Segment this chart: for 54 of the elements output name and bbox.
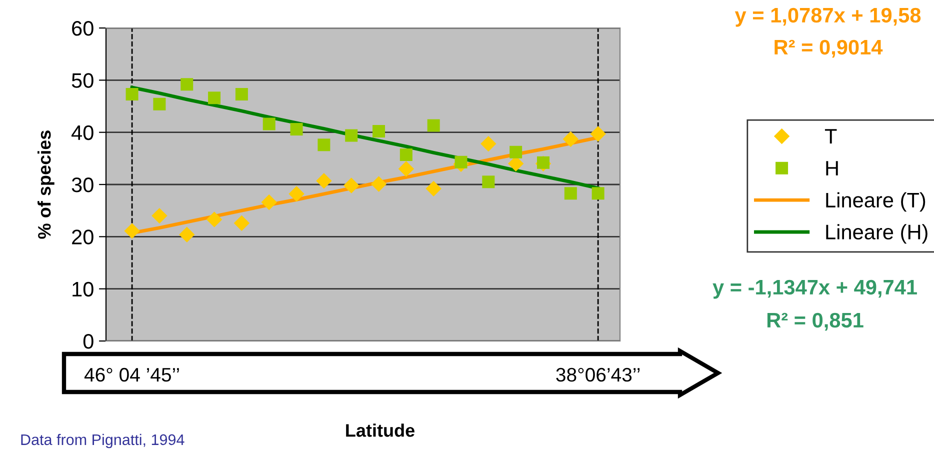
point bbox=[290, 122, 303, 136]
text: y = 1,0787x + 19,58 bbox=[734, 8, 921, 27]
text: R² = 0,9014 bbox=[774, 40, 883, 58]
point bbox=[262, 118, 276, 130]
point bbox=[124, 223, 140, 238]
point bbox=[590, 126, 606, 142]
text: R² = 0,851 bbox=[767, 312, 864, 331]
legend-label: T bbox=[824, 129, 837, 144]
text: Data from Pignatti, 1994 bbox=[21, 434, 184, 448]
y-tick-label: 30 bbox=[72, 178, 94, 192]
point bbox=[510, 146, 522, 158]
y-tick-label: 0 bbox=[83, 334, 94, 349]
y-tick-label: 40 bbox=[72, 125, 94, 140]
point bbox=[235, 88, 248, 100]
point bbox=[206, 212, 222, 228]
point bbox=[208, 92, 221, 104]
point bbox=[371, 176, 386, 192]
y-tick-label: 10 bbox=[72, 282, 94, 297]
point bbox=[152, 208, 168, 224]
point bbox=[564, 187, 577, 200]
point bbox=[398, 161, 414, 176]
point bbox=[316, 173, 332, 188]
point bbox=[288, 186, 304, 202]
y-axis-title: % of species bbox=[38, 130, 54, 239]
y-tick-label: 50 bbox=[72, 73, 94, 88]
legend-label: Lineare (H) bbox=[826, 224, 928, 244]
point bbox=[262, 194, 277, 210]
y-tick-label: 60 bbox=[72, 21, 94, 36]
x-tick-label: 38°06’43’’ bbox=[556, 368, 640, 382]
text: y = -1,1347x + 49,741 bbox=[712, 280, 917, 299]
point bbox=[426, 181, 442, 196]
point bbox=[234, 216, 250, 231]
point bbox=[126, 88, 138, 100]
point bbox=[508, 156, 524, 172]
point bbox=[372, 125, 386, 138]
x-tick-label: 46° 04 ’45’’ bbox=[84, 368, 179, 382]
point bbox=[536, 156, 550, 169]
point bbox=[345, 129, 358, 142]
point bbox=[563, 132, 578, 147]
point bbox=[454, 156, 468, 168]
point bbox=[427, 119, 440, 132]
point bbox=[400, 148, 412, 162]
point bbox=[480, 136, 496, 152]
point bbox=[318, 138, 330, 152]
point bbox=[482, 176, 495, 188]
x-axis-title: Latitude bbox=[346, 424, 414, 437]
point bbox=[344, 178, 359, 194]
point bbox=[180, 78, 194, 91]
y-tick-label: 20 bbox=[72, 230, 94, 244]
legend-label: Lineare (T) bbox=[826, 192, 926, 212]
point bbox=[153, 98, 166, 110]
legend-label: H bbox=[826, 161, 838, 176]
point bbox=[179, 227, 194, 242]
point bbox=[592, 187, 604, 200]
